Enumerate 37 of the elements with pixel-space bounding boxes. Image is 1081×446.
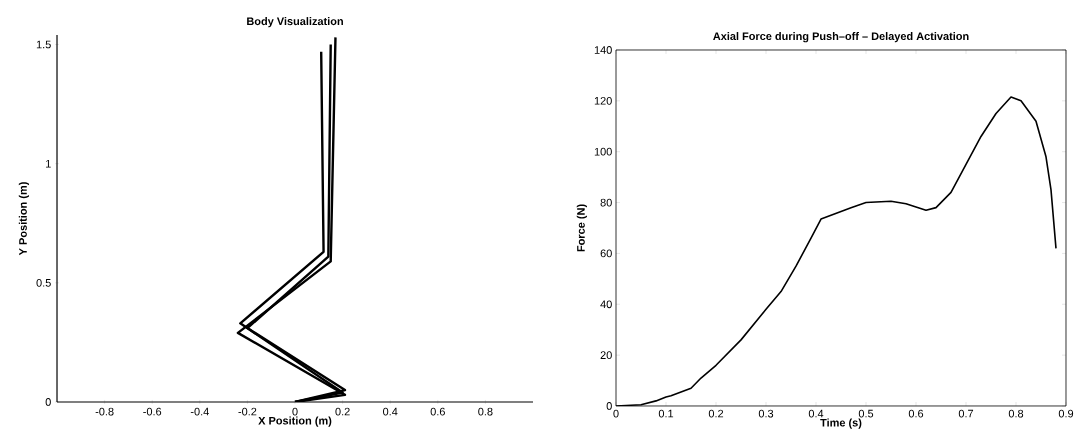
x-tick-label: 0.7: [958, 409, 974, 418]
y-tick-label: 60: [600, 249, 612, 258]
x-tick-label: 0.1: [658, 409, 674, 418]
x-tick-label: 0.8: [1008, 409, 1024, 418]
x-tick-label: -0.6: [143, 407, 162, 416]
chart-title: Body Visualization: [247, 17, 343, 28]
y-tick-label: 0: [606, 402, 612, 410]
x-tick-label: 0.5: [858, 409, 874, 418]
x-tick-label: 0: [613, 409, 619, 418]
x-tick-label: 0.8: [478, 407, 493, 416]
x-axis-title: X Position (m): [258, 416, 332, 427]
x-tick-label: 0.2: [708, 409, 724, 418]
y-tick-label: 40: [600, 300, 612, 309]
y-tick-label: 140: [594, 46, 612, 54]
x-tick-label: 0.4: [383, 407, 398, 416]
y-axis-title: Y Position (m): [18, 182, 30, 256]
x-tick-label: 0: [292, 407, 298, 416]
x-tick-label: 0.6: [430, 407, 445, 416]
x-tick-label: 0.4: [808, 409, 824, 418]
y-axis-title: Force (N): [576, 204, 587, 252]
chart-title: Axial Force during Push–off – Delayed Activation: [713, 32, 969, 43]
y-tick-label: 120: [594, 96, 612, 105]
y-tick-label: 100: [594, 147, 612, 156]
y-tick-label: 0: [45, 398, 51, 406]
x-tick-label: -0.4: [190, 407, 209, 416]
x-tick-label: 0.2: [335, 407, 350, 416]
y-tick-label: 80: [600, 198, 612, 207]
x-tick-label: 0.3: [758, 409, 774, 418]
x-tick-label: 0.6: [908, 409, 924, 418]
x-tick-label: -0.8: [95, 407, 114, 416]
y-tick-label: 1: [46, 159, 51, 168]
y-tick-label: 20: [600, 351, 612, 360]
x-axis-title: Time (s): [820, 418, 862, 429]
x-tick-label: -0.2: [238, 407, 257, 416]
y-tick-label: 0.5: [36, 278, 51, 287]
x-tick-label: 0.9: [1058, 409, 1074, 418]
y-tick-label: 1.5: [36, 40, 51, 49]
